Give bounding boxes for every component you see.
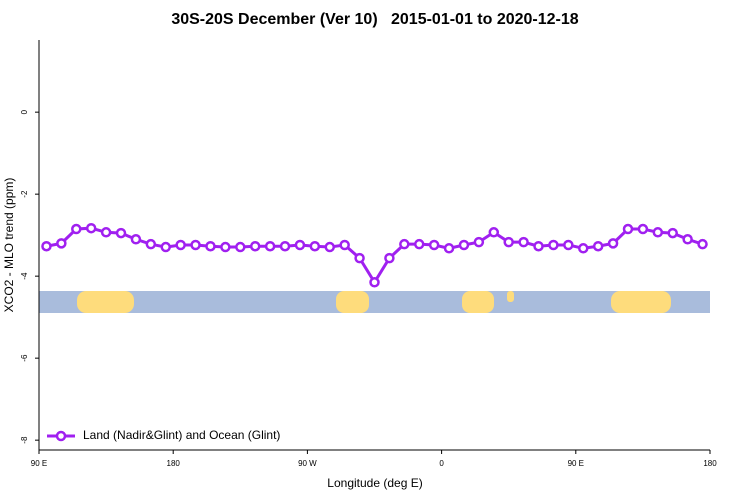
ocean <box>39 291 710 313</box>
point <box>205 240 216 252</box>
point <box>160 241 171 253</box>
point <box>56 238 67 249</box>
point <box>607 238 619 249</box>
point <box>369 277 380 288</box>
point <box>637 223 649 235</box>
point <box>100 227 112 238</box>
point <box>592 240 604 252</box>
point <box>667 227 678 239</box>
point <box>71 223 82 235</box>
point <box>145 238 157 250</box>
point <box>503 236 514 248</box>
point <box>130 234 142 245</box>
point <box>458 239 470 251</box>
point <box>682 234 693 245</box>
legend-marker <box>55 430 67 442</box>
point <box>399 238 410 250</box>
x-tick-label: 90 E <box>31 459 47 468</box>
point <box>309 240 321 252</box>
point <box>294 239 306 251</box>
point <box>548 239 559 251</box>
y-tick-label: 0 <box>20 109 29 114</box>
land <box>507 291 514 302</box>
land <box>462 291 494 313</box>
point <box>249 240 261 252</box>
point <box>41 240 52 252</box>
point <box>563 239 574 251</box>
point <box>264 240 276 252</box>
series-line <box>46 226 704 286</box>
point <box>697 238 708 250</box>
point <box>279 240 291 252</box>
point <box>235 241 246 253</box>
point <box>652 227 664 238</box>
x-tick-label: 180 <box>167 459 181 468</box>
chart-title: 30S-20S December (Ver 10) 2015-01-01 to … <box>171 11 578 28</box>
land-ocean-band <box>39 291 710 313</box>
x-axis-label: Longitude (deg E) <box>327 476 422 490</box>
point <box>190 239 201 251</box>
land <box>336 291 369 313</box>
point <box>115 227 127 239</box>
point <box>443 243 455 254</box>
point <box>413 238 425 250</box>
x-tick-label: 0 <box>439 459 444 468</box>
y-axis-label: XCO2 - MLO trend (ppm) <box>2 178 16 313</box>
point <box>533 240 544 252</box>
point <box>85 222 97 234</box>
point <box>339 239 350 251</box>
x-tick-label: 180 <box>703 459 717 468</box>
legend-label: Land (Nadir&Glint) and Ocean (Glint) <box>83 428 280 442</box>
point <box>175 239 186 251</box>
point <box>384 252 395 264</box>
point <box>518 236 529 248</box>
x-tick-label: 90 W <box>298 459 317 468</box>
y-tick-label: -4 <box>20 272 29 280</box>
y-tick-label: -2 <box>20 190 29 198</box>
y-tick-label: -8 <box>20 436 29 444</box>
point <box>354 252 365 264</box>
point <box>220 241 231 253</box>
x-tick-label: 90 E <box>568 459 584 468</box>
point <box>428 239 440 251</box>
y-tick-label: -6 <box>20 354 29 362</box>
point <box>622 223 634 235</box>
point <box>473 236 485 248</box>
point <box>324 241 336 253</box>
point <box>488 227 500 238</box>
land <box>611 291 671 313</box>
land <box>77 291 134 313</box>
point <box>578 243 589 254</box>
